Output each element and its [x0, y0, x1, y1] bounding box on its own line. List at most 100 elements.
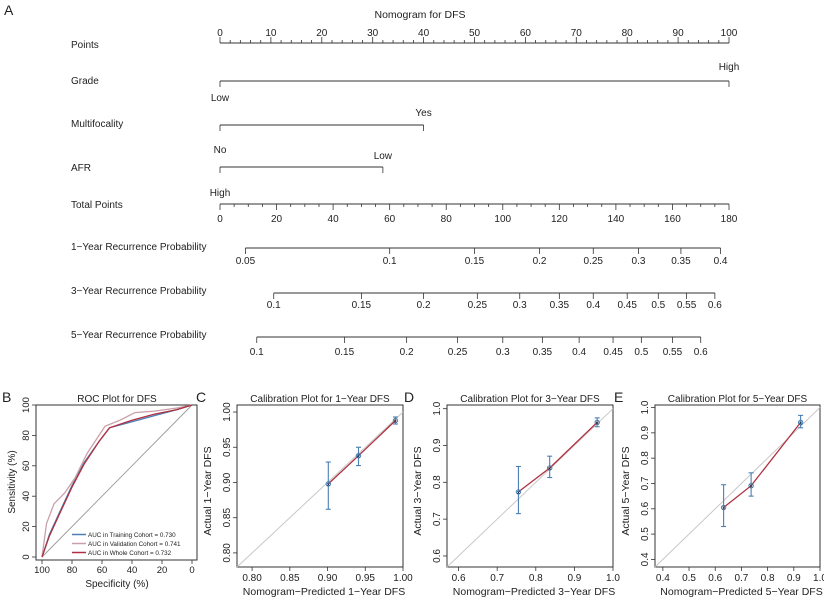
cal3-y-tick-label: 0.6 — [432, 549, 443, 563]
cal5-x-tick-label: 0.5 — [682, 573, 696, 584]
points-tick-label: 20 — [316, 28, 328, 39]
probability-tick-label: 0.35 — [533, 347, 553, 358]
panel-label-b: B — [2, 389, 11, 405]
cal3-y-tick-label: 0.9 — [432, 438, 443, 452]
total-points-tick-label: 0 — [217, 214, 223, 225]
roc-diagonal — [41, 404, 193, 558]
row-label: Total Points — [71, 200, 123, 211]
calibration-point — [515, 489, 522, 495]
probability-tick-label: 0.55 — [677, 300, 697, 311]
total-points-tick-label: 20 — [271, 214, 283, 225]
cal5-y-tick-label: 0.4 — [640, 552, 651, 566]
probability-tick-label: 0.5 — [651, 300, 665, 311]
row-label: 1−Year Recurrence Probability — [71, 242, 207, 253]
calibration-point — [594, 419, 600, 426]
variable-level-label: Yes — [415, 108, 431, 119]
points-tick-label: 50 — [469, 28, 481, 39]
roc-legend-label: AUC in Training Cohort = 0.730 — [88, 532, 176, 539]
probability-tick-label: 0.35 — [550, 300, 570, 311]
row-label: 3−Year Recurrence Probability — [71, 286, 207, 297]
probability-tick-label: 0.6 — [694, 347, 708, 358]
cal5-x-tick-label: 0.8 — [761, 573, 775, 584]
probability-tick-label: 0.5 — [634, 347, 648, 358]
points-tick-label: 70 — [571, 28, 583, 39]
probability-tick-label: 0.1 — [383, 256, 397, 267]
cal1-x-tick-label: 0.95 — [356, 573, 376, 584]
roc-x-tick-label: 20 — [157, 565, 168, 576]
variable-level-label: No — [214, 145, 227, 156]
panel-label-a: A — [4, 2, 14, 18]
row-label: Points — [71, 40, 99, 51]
probability-tick-label: 0.25 — [584, 256, 604, 267]
cal5-y-axis-label: Actual 5−Year DFS — [620, 446, 632, 535]
probability-tick-label: 0.1 — [267, 300, 281, 311]
cal3-y-tick-label: 0.8 — [432, 475, 443, 489]
probability-tick-label: 0.25 — [448, 347, 468, 358]
probability-tick-label: 0.4 — [572, 347, 586, 358]
cal3-x-tick-label: 0.6 — [452, 573, 466, 584]
panel-label-d: D — [404, 389, 414, 405]
probability-tick-label: 0.55 — [663, 347, 683, 358]
total-points-tick-label: 160 — [664, 214, 681, 225]
roc-curve — [41, 404, 193, 558]
calibration-title: Calibration Plot for 1−Year DFS — [250, 394, 390, 405]
variable-level-label: Low — [211, 93, 230, 104]
probability-tick-label: 0.15 — [352, 300, 372, 311]
probability-tick-label: 0.1 — [250, 347, 264, 358]
points-tick-label: 60 — [520, 28, 532, 39]
calibration-3yr-panel: Calibration Plot for 3−Year DFS 0.6 0.7 0.8… — [412, 394, 620, 598]
total-points-tick-label: 180 — [721, 214, 738, 225]
roc-title: ROC Plot for DFS — [77, 394, 157, 405]
calibration-ideal-line — [236, 411, 404, 568]
points-tick-label: 10 — [265, 28, 277, 39]
roc-legend-label: AUC in Validation Cohort = 0.741 — [88, 541, 181, 548]
variable-level-label: Low — [374, 151, 393, 162]
cal1-y-tick-label: 1.00 — [222, 402, 233, 422]
points-tick-label: 30 — [367, 28, 379, 39]
cal1-x-tick-label: 1.00 — [393, 573, 413, 584]
calibration-point-marker: × — [799, 420, 803, 427]
cal5-y-tick-label: 0.7 — [640, 476, 651, 490]
row-label: 5−Year Recurrence Probability — [71, 330, 207, 341]
cal1-x-tick-label: 0.85 — [280, 573, 300, 584]
calibration-frame — [654, 404, 821, 568]
total-points-tick-label: 120 — [551, 214, 568, 225]
cal1-y-tick-label: 0.95 — [222, 437, 233, 457]
roc-x-tick-label: 0 — [189, 565, 194, 576]
total-points-tick-label: 140 — [608, 214, 625, 225]
calibration-point — [546, 465, 553, 471]
calibration-frame — [446, 404, 614, 568]
points-tick-label: 80 — [622, 28, 634, 39]
calibration-point-marker: × — [722, 506, 726, 513]
calibration-point-marker: × — [595, 420, 599, 427]
cal3-x-tick-label: 0.7 — [490, 573, 504, 584]
cal3-x-tick-label: 0.8 — [529, 573, 543, 584]
nomogram-panel: Nomogram for DFS Points Grade Multifocality… — [71, 9, 739, 358]
roc-x-tick-label: 80 — [67, 565, 78, 576]
probability-tick-label: 0.2 — [400, 347, 414, 358]
cal1-y-tick-label: 0.85 — [222, 508, 233, 528]
roc-panel: ROC Plot for DFS 100 80 60 40 20 0 0 20 40 60 80 100… — [7, 394, 198, 590]
probability-tick-label: 0.45 — [617, 300, 637, 311]
probability-tick-label: 0.2 — [417, 300, 431, 311]
calibration-line — [518, 421, 598, 493]
probability-tick-label: 0.3 — [496, 347, 510, 358]
roc-legend-label: AUC in Whole Cohort = 0.732 — [88, 550, 172, 557]
probability-tick-label: 0.2 — [533, 256, 547, 267]
probability-tick-label: 0.6 — [708, 300, 722, 311]
probability-tick-label: 0.4 — [586, 300, 600, 311]
row-label: Grade — [71, 76, 99, 87]
cal1-y-tick-label: 0.90 — [222, 472, 233, 492]
variable-level-label: High — [719, 62, 740, 73]
probability-tick-label: 0.05 — [236, 256, 256, 267]
variable-level-label: High — [210, 188, 231, 199]
row-label: Multifocality — [71, 119, 123, 130]
roc-y-tick-label: 0 — [21, 554, 32, 559]
cal5-y-tick-label: 0.9 — [640, 425, 651, 439]
calibration-point — [325, 481, 331, 487]
probability-tick-label: 0.15 — [465, 256, 485, 267]
total-points-tick-label: 40 — [328, 214, 340, 225]
calibration-point — [748, 483, 754, 489]
roc-x-tick-label: 100 — [34, 565, 50, 576]
